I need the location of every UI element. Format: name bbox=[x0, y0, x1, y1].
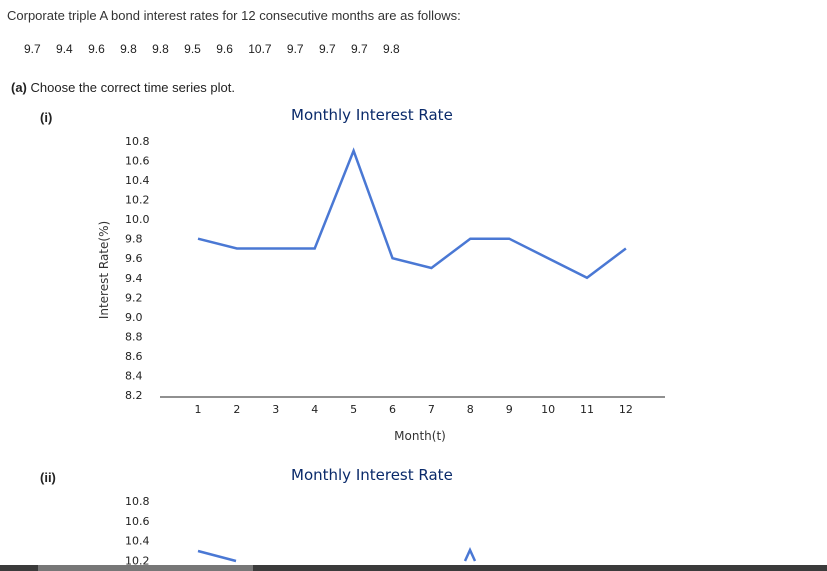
y-tick-label: 10.2 bbox=[125, 194, 150, 207]
part-a-prompt: (a) Choose the correct time series plot. bbox=[11, 80, 235, 95]
value-item: 10.7 bbox=[248, 42, 272, 56]
y-tick-label-ii: 10.4 bbox=[125, 535, 150, 548]
x-tick-label: 4 bbox=[311, 403, 318, 416]
value-item: 9.7 bbox=[286, 42, 304, 56]
chart-ii-title: Monthly Interest Rate bbox=[291, 466, 453, 484]
x-tick-label: 10 bbox=[541, 403, 555, 416]
y-tick-label: 8.8 bbox=[125, 330, 143, 343]
y-tick-label: 9.0 bbox=[125, 311, 143, 324]
value-item: 9.6 bbox=[216, 42, 233, 56]
question-intro: Corporate triple A bond interest rates f… bbox=[7, 8, 461, 23]
part-a-prefix: (a) bbox=[11, 80, 27, 95]
series-line-ii-fragment bbox=[197, 549, 237, 563]
horizontal-scrollbar[interactable] bbox=[0, 565, 827, 571]
value-item: 9.6 bbox=[88, 42, 105, 56]
value-item: 9.7 bbox=[24, 42, 41, 56]
value-item: 9.7 bbox=[318, 42, 336, 56]
x-tick-label: 7 bbox=[428, 403, 435, 416]
y-tick-label-ii: 10.6 bbox=[125, 515, 150, 528]
x-tick-label: 12 bbox=[619, 403, 633, 416]
x-tick-label: 1 bbox=[195, 403, 202, 416]
value-item: 9.7 bbox=[350, 42, 368, 56]
chart-i-title: Monthly Interest Rate bbox=[291, 106, 453, 124]
y-tick-label: 9.6 bbox=[125, 252, 143, 265]
x-tick-label: 5 bbox=[350, 403, 357, 416]
value-item: 9.8 bbox=[120, 42, 137, 56]
part-a-text: Choose the correct time series plot. bbox=[30, 80, 235, 95]
series-line bbox=[197, 147, 627, 280]
y-tick-label-ii: 10.8 bbox=[125, 495, 150, 508]
value-item: 9.4 bbox=[56, 42, 73, 56]
option-i-label[interactable]: (i) bbox=[40, 110, 53, 125]
x-tick-label: 2 bbox=[233, 403, 240, 416]
y-tick-label-ii: 10.2 bbox=[125, 554, 150, 567]
y-tick-label: 9.4 bbox=[125, 272, 143, 285]
x-tick-label: 11 bbox=[580, 403, 594, 416]
scrollbar-thumb[interactable] bbox=[38, 565, 253, 571]
interest-rate-values: 9.7 9.4 9.6 9.8 9.8 9.5 9.6 10.7 9.7 9.7… bbox=[24, 42, 412, 56]
y-tick-label: 8.6 bbox=[125, 350, 143, 363]
y-tick-label: 10.4 bbox=[125, 174, 150, 187]
y-tick-label: 9.2 bbox=[125, 291, 143, 304]
y-axis-label: Interest Rate(%) bbox=[97, 221, 111, 319]
y-tick-label: 10.0 bbox=[125, 213, 150, 226]
x-axis-label: Month(t) bbox=[394, 429, 446, 443]
value-item: 9.8 bbox=[383, 42, 400, 56]
value-item: 9.8 bbox=[152, 42, 169, 56]
y-tick-label: 10.8 bbox=[125, 135, 150, 148]
x-tick-label: 9 bbox=[506, 403, 513, 416]
x-tick-label: 8 bbox=[467, 403, 474, 416]
option-ii-label[interactable]: (ii) bbox=[40, 470, 56, 485]
x-tick-label: 6 bbox=[389, 403, 396, 416]
value-item: 9.5 bbox=[184, 42, 201, 56]
y-tick-label: 9.8 bbox=[125, 233, 143, 246]
y-tick-label: 8.4 bbox=[125, 369, 143, 382]
y-tick-label: 10.6 bbox=[125, 155, 150, 168]
x-tick-label: 3 bbox=[272, 403, 279, 416]
series-line-ii-peak-fragment bbox=[463, 546, 477, 562]
y-tick-label: 8.2 bbox=[125, 389, 143, 402]
